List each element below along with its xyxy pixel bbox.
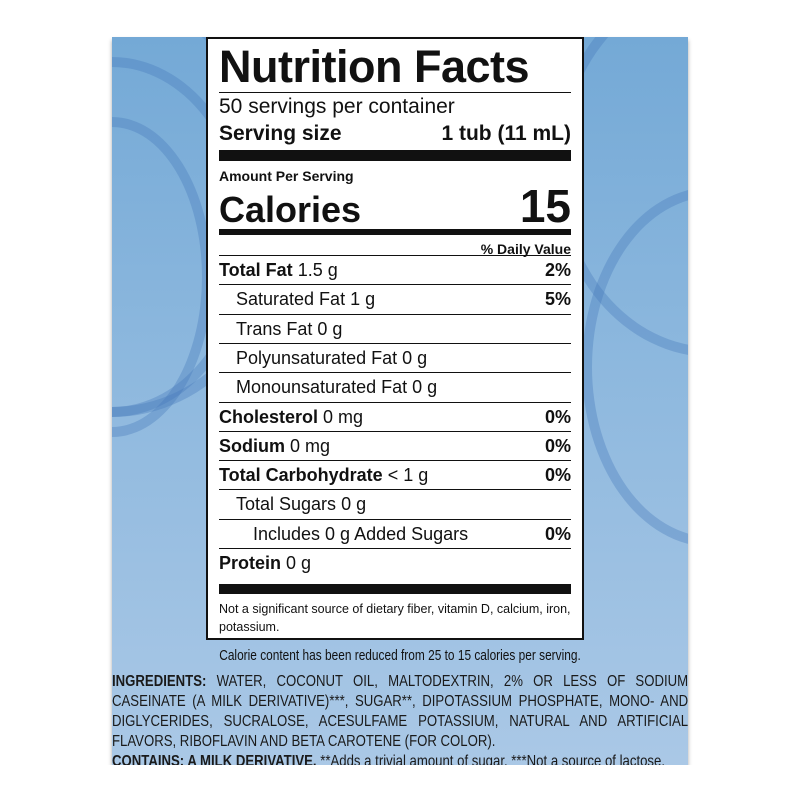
nutrient-amount: 0 g	[286, 553, 312, 573]
nutrient-row: Includes 0 g Added Sugars 0%	[219, 518, 571, 548]
nutrient-name: Trans Fat	[236, 318, 313, 339]
nutrient-amount: 1 g	[350, 289, 376, 310]
amount-per-serving: Amount Per Serving	[219, 168, 354, 184]
nutrient-row: Sodium 0 mg 0%	[219, 430, 571, 460]
nutrient-row: Polyunsaturated Fat 0 g	[219, 342, 571, 372]
nutrient-daily-value: 0%	[544, 523, 571, 544]
nutrient-daily-value: 0%	[544, 465, 571, 486]
calories-row: Calories 15	[219, 179, 571, 233]
label-title: Nutrition Facts	[219, 41, 530, 92]
nutrient-name: Cholesterol	[219, 406, 319, 427]
nutrient-name: Polyunsaturated Fat	[236, 347, 398, 368]
nutrient-daily-value: 5%	[544, 289, 571, 310]
nutrient-daily-value: 0%	[544, 406, 571, 427]
nutrient-row: Total Fat 1.5 g 2%	[219, 255, 571, 284]
nutrient-name: Saturated Fat	[236, 289, 346, 310]
nutrient-amount: 0 mg	[323, 406, 364, 427]
nutrient-amount: 0 g	[402, 347, 428, 368]
daily-value-header: % Daily Value	[480, 241, 571, 257]
ingredients-line: CASEINATE (A MILK DERIVATIVE)***, SUGAR*…	[112, 693, 689, 710]
nutrient-name: Includes 0 g Added Sugars	[253, 523, 469, 544]
nutrient-daily-value: 0%	[544, 435, 571, 456]
serving-size-row: Serving size 1 tub (11 mL)	[219, 122, 571, 146]
ingredients-line: DIGLYCERIDES, SUCRALOSE, ACESULFAME POTA…	[112, 713, 689, 730]
nutrient-row: Monounsaturated Fat 0 g	[219, 372, 571, 401]
ingredients-line: WATER, COCONUT OIL, MALTODEXTRIN, 2% OR …	[206, 673, 689, 690]
nutrient-row: Trans Fat 0 g	[219, 313, 571, 343]
nutrient-name: Sodium	[219, 435, 285, 456]
calories-value: 15	[519, 180, 571, 232]
nutrient-amount: 0 mg	[290, 435, 331, 456]
nutrient-amount: < 1 g	[387, 465, 429, 486]
ingredients-label: INGREDIENTS:	[112, 673, 207, 690]
nutrient-daily-value: 2%	[544, 260, 571, 280]
nutrient-name: Protein	[219, 553, 282, 573]
nutrient-row: Saturated Fat 1 g 5%	[219, 284, 571, 313]
calories-label: Calories	[219, 189, 362, 230]
nutrition-facts-label: Nutrition Facts 50 servings per containe…	[206, 37, 584, 640]
nutrient-amount: 1.5 g	[297, 260, 338, 280]
ingredients: INGREDIENTS: WATER, COCONUT OIL, MALTODE…	[112, 672, 688, 772]
ingredients-line: FLAVORS, RIBOFLAVIN AND BETA CAROTENE (F…	[112, 733, 496, 750]
nutrient-row: Total Sugars 0 g	[219, 489, 571, 518]
footnote: Not a significant source of dietary fibe…	[219, 602, 571, 634]
nutrient-amount: 0 g	[341, 494, 367, 515]
servings-per-container: 50 servings per container	[219, 95, 455, 118]
nutrient-row: Cholesterol 0 mg 0%	[219, 401, 571, 431]
nutrient-amount: 0 g	[317, 318, 343, 339]
serving-size-value: 1 tub (11 mL)	[441, 122, 571, 145]
serving-size-label: Serving size	[219, 122, 342, 145]
nutrient-row: Protein 0 g	[219, 548, 571, 577]
calorie-note: Calorie content has been reduced from 25…	[219, 648, 581, 664]
nutrient-name: Total Carbohydrate	[219, 465, 383, 486]
nutrient-amount: 0 g	[412, 377, 438, 398]
nutrient-name: Total Fat	[219, 260, 293, 280]
nutrient-name: Total Sugars	[236, 494, 337, 515]
nutrient-name: Monounsaturated Fat	[236, 377, 408, 398]
nutrient-row: Total Carbohydrate < 1 g 0%	[219, 460, 571, 489]
